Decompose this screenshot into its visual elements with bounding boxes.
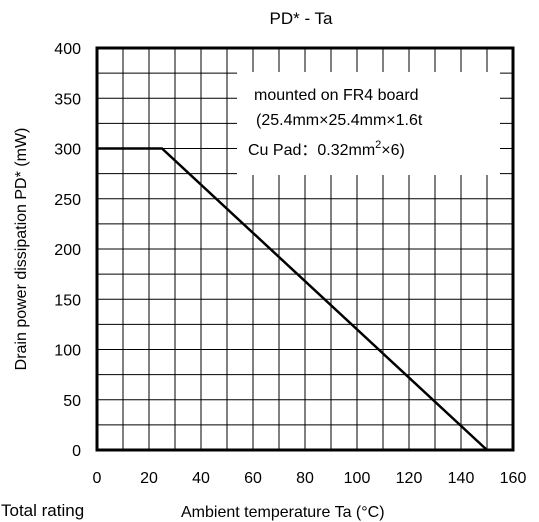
annotation-line-2: (25.4mm×25.4mm×1.6t [256, 112, 423, 129]
plot-frame [95, 46, 515, 452]
x-axis-label: Ambient temperature Ta (°C) [181, 504, 385, 521]
y-tick-label: 250 [54, 192, 81, 209]
x-tick-label: 100 [344, 470, 371, 487]
x-tick-label: 160 [500, 470, 527, 487]
annotation-line-1: mounted on FR4 board [254, 87, 419, 104]
y-tick-label: 50 [63, 393, 81, 410]
y-tick-label: 350 [54, 91, 81, 108]
x-tick-label: 140 [448, 470, 475, 487]
total-rating-label: Total rating [1, 501, 84, 520]
x-tick-label: 20 [140, 470, 158, 487]
y-axis-label: Drain power dissipation PD* (mW) [13, 128, 30, 371]
annotation-box [237, 72, 500, 175]
chart-title: PD* - Ta [270, 9, 334, 28]
x-tick-label: 60 [244, 470, 262, 487]
y-tick-label: 400 [54, 41, 81, 58]
x-tick-label: 120 [396, 470, 423, 487]
y-tick-label: 200 [54, 242, 81, 259]
y-tick-label: 0 [72, 443, 81, 460]
x-tick-labels: 0 20 40 60 80 100 120 140 160 [93, 470, 527, 487]
series-line [97, 147, 488, 451]
y-tick-label: 150 [54, 292, 81, 309]
y-tick-label: 100 [54, 343, 81, 360]
y-tick-label: 300 [54, 142, 81, 159]
x-tick-label: 40 [192, 470, 210, 487]
x-tick-label: 0 [93, 470, 102, 487]
x-tick-label: 80 [296, 470, 314, 487]
annotation-line-3: Cu Pad：0.32mm2×6) [248, 139, 405, 159]
y-tick-labels: 0 50 100 150 200 250 300 350 400 [54, 41, 81, 460]
